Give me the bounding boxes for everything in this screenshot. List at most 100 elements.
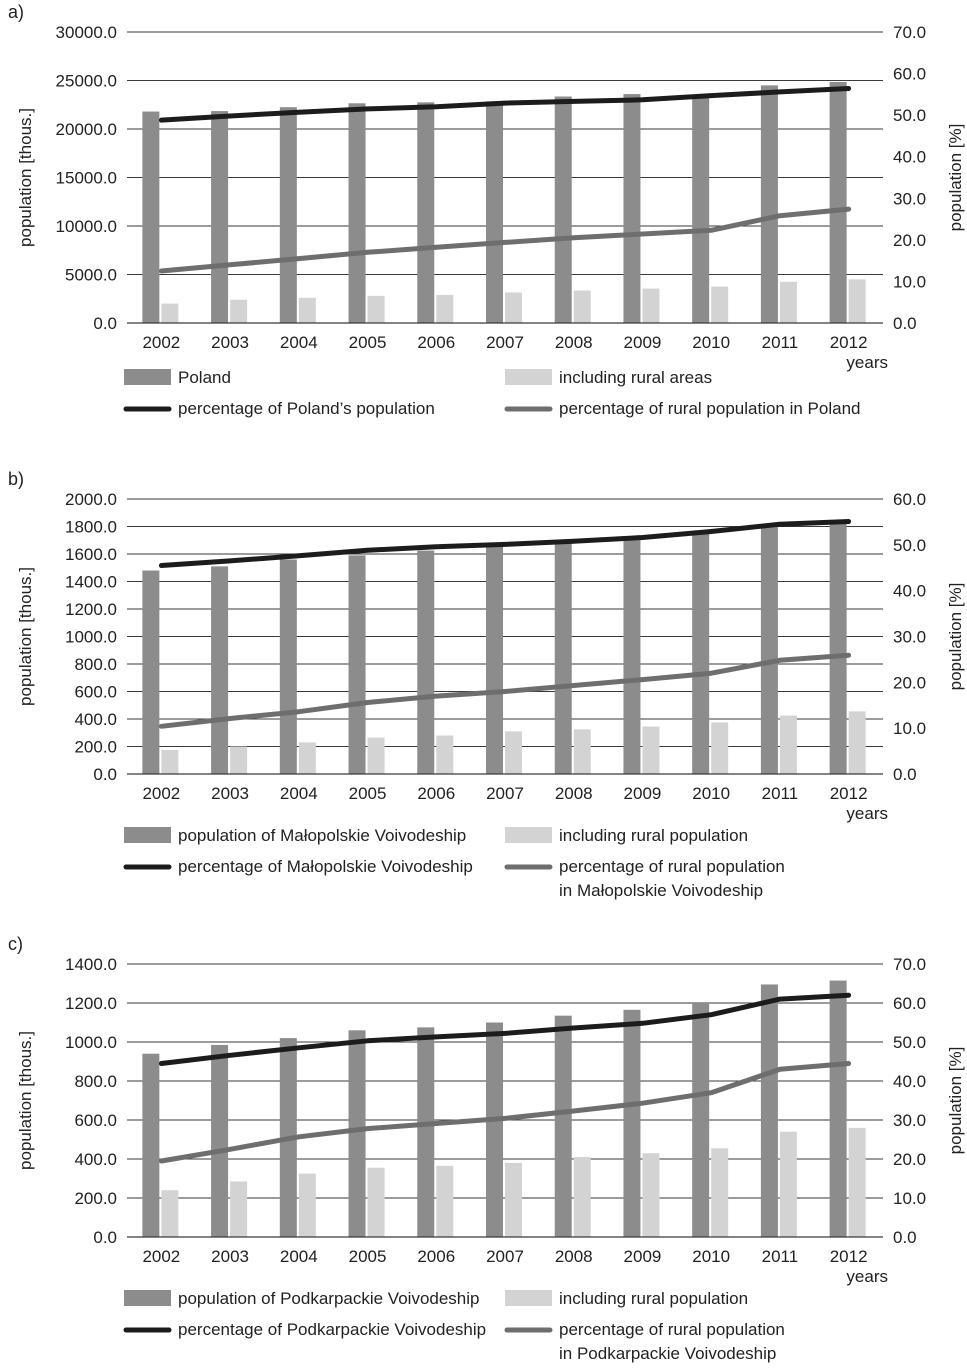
panel-label: a) bbox=[8, 2, 24, 22]
x-tick-label: 2003 bbox=[211, 333, 249, 352]
legend-label: including rural population bbox=[559, 826, 748, 845]
x-tick-label: 2002 bbox=[142, 1247, 180, 1266]
legend-label: percentage of rural population bbox=[559, 1320, 785, 1339]
y-tick-label: 30000.0 bbox=[56, 23, 117, 42]
bar-poland bbox=[692, 95, 710, 323]
chart-panel-1: a) 0.0 5000.0 10000.0 15000.0 20000.0 25000.0 3… bbox=[8, 2, 965, 418]
bar-population-of-ma-opolskie-voivodeship bbox=[486, 546, 503, 774]
x-tick-label: 2002 bbox=[142, 784, 180, 803]
y2-tick-label: 20.0 bbox=[893, 1150, 926, 1169]
y-tick-label: 0.0 bbox=[93, 314, 117, 333]
x-tick-label: 2012 bbox=[830, 784, 868, 803]
bar-including-rural-areas bbox=[642, 288, 660, 323]
x-tick-label: 2007 bbox=[486, 333, 524, 352]
x-tick-label: 2011 bbox=[762, 1247, 799, 1266]
bar-including-rural-population bbox=[505, 1162, 522, 1237]
y2-tick-label: 10.0 bbox=[893, 272, 926, 291]
y-tick-label: 400.0 bbox=[74, 710, 117, 729]
bar-population-of-ma-opolskie-voivodeship bbox=[417, 550, 435, 774]
bar-population-of-podkarpackie-voivodeship bbox=[554, 1015, 572, 1237]
line-percentage-of-rural-population-in-podkarpackie-voivodeship bbox=[158, 1061, 852, 1164]
line-percentage-of-podkarpackie-voivodeship bbox=[158, 992, 852, 1066]
y2-tick-label: 70.0 bbox=[893, 955, 926, 974]
chart-panel-3: c) 0.0 200.0 400.0 600.0 800.0 1000.0 1200.0 140… bbox=[8, 934, 965, 1363]
legend-label: percentage of Małopolskie Voivodeship bbox=[178, 857, 473, 876]
y2-tick-label: 60.0 bbox=[893, 994, 926, 1013]
legend: population of Podkarpackie Voivodeship in… bbox=[123, 1289, 785, 1363]
bar-including-rural-population bbox=[779, 1131, 797, 1237]
y-tick-label: 1400.0 bbox=[65, 573, 117, 592]
y2-tick-label: 40.0 bbox=[893, 582, 926, 601]
bar-population-of-ma-opolskie-voivodeship bbox=[142, 570, 160, 774]
x-tick-label: 2010 bbox=[692, 333, 730, 352]
y-axis-title: population [thous.] bbox=[16, 567, 35, 706]
x-axis-title: years bbox=[846, 353, 888, 372]
bar-including-rural-population bbox=[848, 711, 866, 774]
y-tick-label: 1600.0 bbox=[65, 545, 117, 564]
x-tick-label: 2002 bbox=[142, 333, 180, 352]
bar-including-rural-population bbox=[367, 1167, 385, 1237]
y2-tick-label: 60.0 bbox=[893, 65, 926, 84]
bar-population-of-ma-opolskie-voivodeship bbox=[623, 536, 641, 774]
y-tick-label: 1200.0 bbox=[65, 600, 117, 619]
y2-axis-title: population [%] bbox=[946, 124, 965, 232]
y2-tick-label: 20.0 bbox=[893, 231, 926, 250]
x-tick-label: 2009 bbox=[624, 1247, 662, 1266]
bar-including-rural-areas bbox=[230, 299, 248, 323]
legend-swatch bbox=[505, 1290, 552, 1306]
x-tick-label: 2012 bbox=[830, 333, 868, 352]
bar-including-rural-population bbox=[230, 746, 248, 774]
bar-including-rural-population bbox=[711, 722, 729, 774]
y-tick-label: 15000.0 bbox=[56, 169, 117, 188]
bar-including-rural-population bbox=[505, 731, 522, 774]
bar-including-rural-population bbox=[573, 1157, 591, 1237]
x-tick-label: 2008 bbox=[555, 784, 593, 803]
x-tick-label: 2005 bbox=[349, 784, 387, 803]
y2-tick-label: 70.0 bbox=[893, 23, 926, 42]
legend-label: population of Podkarpackie Voivodeship bbox=[178, 1289, 480, 1308]
bar-including-rural-population bbox=[711, 1148, 729, 1237]
bar-poland bbox=[760, 85, 778, 323]
bar-including-rural-areas bbox=[367, 295, 385, 323]
bar-including-rural-areas bbox=[436, 294, 454, 323]
y-tick-label: 800.0 bbox=[74, 655, 117, 674]
legend-label: in Podkarpackie Voivodeship bbox=[559, 1344, 776, 1363]
bar-including-rural-population bbox=[367, 737, 385, 774]
chart-panel-2: b) 0.0 200.0 400.0 600.0 800.0 1000.0 1200.0 140… bbox=[8, 469, 965, 900]
x-tick-label: 2010 bbox=[692, 1247, 730, 1266]
bar-including-rural-population bbox=[230, 1181, 248, 1237]
bar-including-rural-population bbox=[161, 1190, 179, 1237]
bar-including-rural-population bbox=[642, 1153, 660, 1237]
legend-label: in Małopolskie Voivodeship bbox=[559, 881, 763, 900]
x-tick-label: 2005 bbox=[349, 1247, 387, 1266]
y-tick-label: 600.0 bbox=[74, 1111, 117, 1130]
legend-swatch bbox=[124, 827, 171, 843]
x-tick-label: 2007 bbox=[486, 784, 524, 803]
y-axis-title: population [thous.] bbox=[16, 1031, 35, 1170]
x-tick-label: 2006 bbox=[417, 1247, 455, 1266]
y2-tick-label: 30.0 bbox=[893, 628, 926, 647]
y2-tick-label: 0.0 bbox=[893, 314, 917, 333]
x-tick-label: 2005 bbox=[349, 333, 387, 352]
x-tick-label: 2004 bbox=[280, 333, 318, 352]
bar-population-of-podkarpackie-voivodeship bbox=[692, 1003, 710, 1237]
y2-tick-label: 40.0 bbox=[893, 1072, 926, 1091]
bar-poland bbox=[623, 94, 641, 323]
x-tick-label: 2007 bbox=[486, 1247, 524, 1266]
legend-swatch bbox=[505, 369, 552, 385]
x-tick-label: 2004 bbox=[280, 1247, 318, 1266]
bar-poland bbox=[829, 81, 847, 323]
line-percentage-of-ma-opolskie-voivodeship bbox=[158, 519, 852, 568]
bar-poland bbox=[279, 107, 297, 323]
bar-population-of-ma-opolskie-voivodeship bbox=[692, 532, 710, 774]
bar-including-rural-population bbox=[161, 749, 179, 774]
x-tick-label: 2010 bbox=[692, 784, 730, 803]
bar-including-rural-areas bbox=[573, 290, 591, 323]
y2-tick-label: 20.0 bbox=[893, 673, 926, 692]
legend-label: percentage of Poland’s population bbox=[178, 399, 435, 418]
y2-tick-label: 50.0 bbox=[893, 106, 926, 125]
line-percentage-of-rural-population-in-ma-opolskie-voivodeship bbox=[158, 652, 852, 729]
bar-population-of-podkarpackie-voivodeship bbox=[142, 1053, 160, 1237]
bar-including-rural-population bbox=[642, 726, 660, 774]
